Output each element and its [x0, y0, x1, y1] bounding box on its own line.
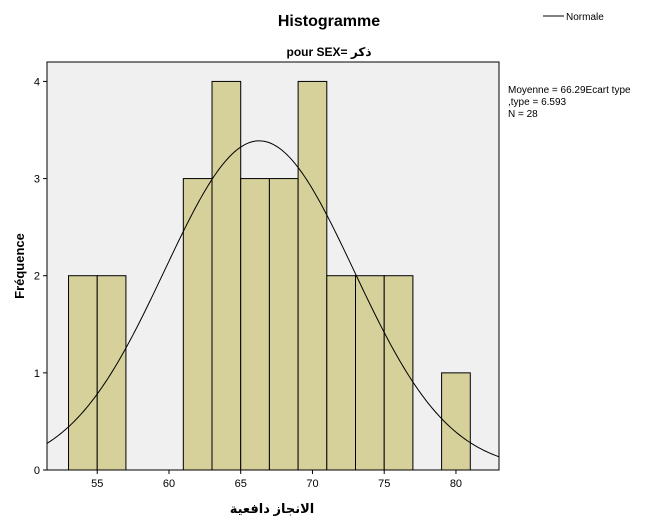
- histogram-bar-53-55: [68, 275, 98, 471]
- y-tick-label-2: 2: [34, 271, 40, 283]
- histogram-bar-75-77: [383, 275, 414, 471]
- stats-line-sd: ,type = 6.593: [508, 97, 567, 108]
- bars-group: [68, 80, 471, 471]
- y-tick-label-3: 3: [34, 174, 40, 186]
- y-tick-label-1: 1: [34, 368, 40, 380]
- axes-group: 55 60 65 70 75 80 0 1 2 3 4: [34, 76, 462, 490]
- legend-label: Normale: [566, 12, 604, 23]
- stats-line-mean: Moyenne = 66.29Ecart type: [508, 85, 631, 96]
- x-tick-label-70: 70: [306, 478, 318, 490]
- histogram-bar-71-73: [326, 275, 357, 471]
- y-tick-label-0: 0: [34, 465, 40, 477]
- chart-subtitle: pour SEX= ذكر: [287, 45, 372, 59]
- chart-title: Histogramme: [278, 13, 380, 30]
- x-tick-label-65: 65: [235, 478, 247, 490]
- histogram-bar-67-69: [268, 178, 299, 471]
- legend: Normale: [543, 12, 604, 23]
- y-tick-label-4: 4: [34, 76, 40, 88]
- normal-curve: [46, 140, 500, 458]
- histogram-bar-79-81: [441, 372, 471, 471]
- x-tick-label-80: 80: [450, 478, 462, 490]
- histogram-bar-73-75: [355, 275, 385, 471]
- y-axis-label: Fréquence: [12, 233, 27, 299]
- x-axis-label: الانجاز دافعية: [230, 501, 315, 516]
- histogram-bar-63-65: [211, 80, 242, 471]
- histogram-bar-69-71: [297, 80, 328, 471]
- x-tick-label-55: 55: [91, 478, 103, 490]
- stats-line-n: N = 28: [508, 109, 538, 120]
- x-tick-label-75: 75: [378, 478, 390, 490]
- x-tick-label-60: 60: [163, 478, 175, 490]
- stats-box: Moyenne = 66.29Ecart type ,type = 6.593 …: [508, 85, 631, 120]
- histogram-bar-65-67: [240, 178, 270, 471]
